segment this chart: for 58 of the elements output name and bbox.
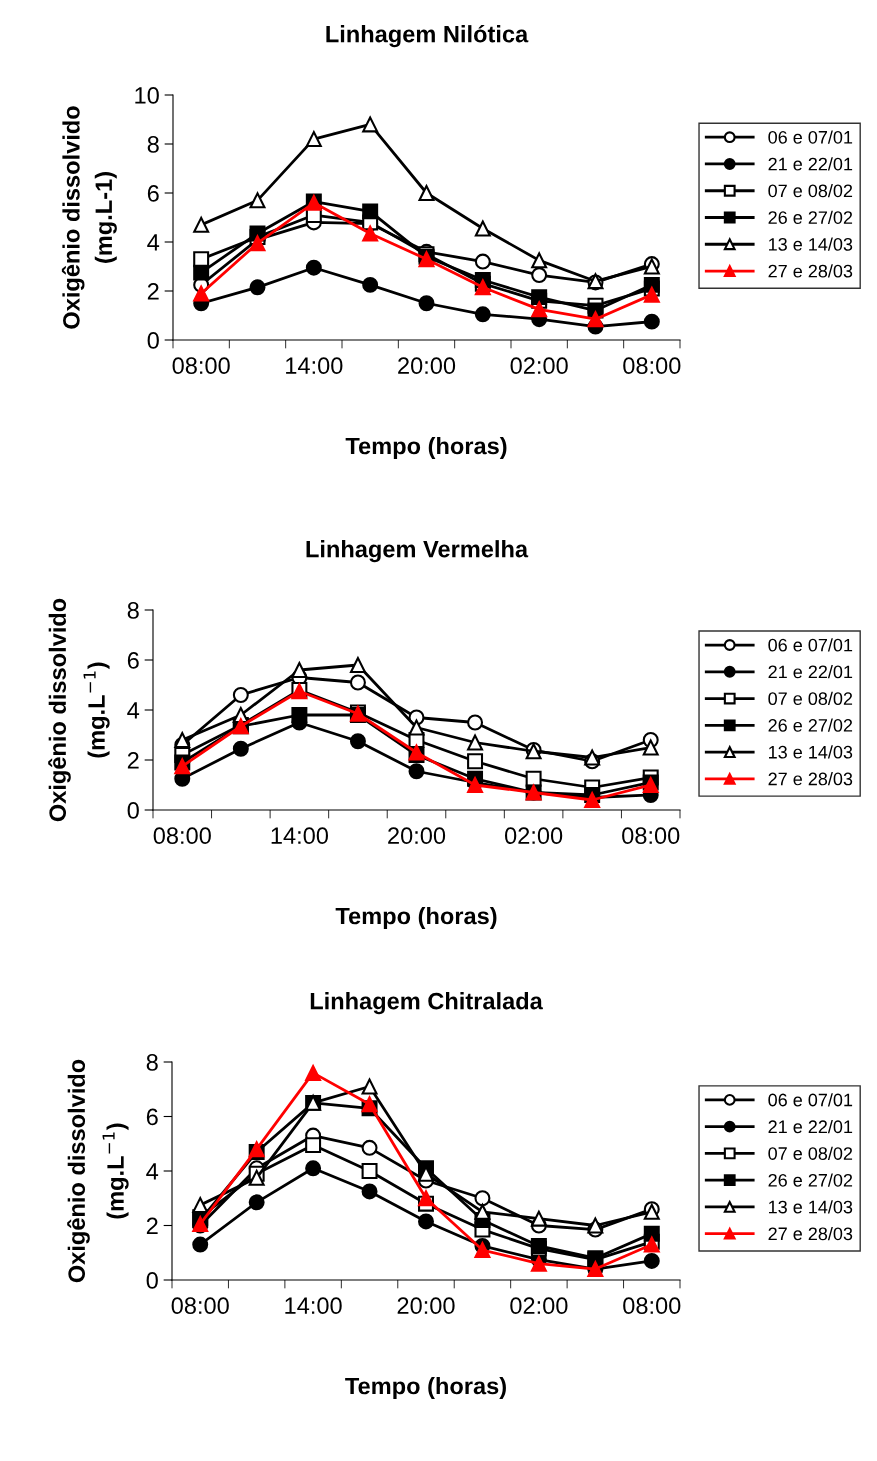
y-tick-label: 6 [127,652,139,669]
x-axis-title: Tempo (horas) [345,437,507,460]
y-tick-label: 2 [127,752,139,769]
y-tick-label: 8 [127,602,139,619]
y-tick-label: 6 [146,1108,158,1126]
y-tick-label: 0 [146,1272,158,1289]
x-tick-label: 20:00 [388,827,446,845]
legend-label: 13 e 14/03 [769,745,853,759]
legend-label: 26 e 27/02 [768,718,853,732]
chart-title: Linhagem Chitralada [310,992,543,1015]
x-tick-label: 08:00 [153,827,211,845]
chart-title: Linhagem Vermelha [306,540,529,563]
x-tick-label: 14:00 [271,827,329,845]
y-tick-label: 10 [135,87,159,104]
y-tick-label: 0 [147,332,159,349]
y-tick-label: 2 [146,1217,158,1235]
x-tick-label: 14:00 [285,1297,342,1315]
x-tick-label: 20:00 [398,357,456,375]
y-tick-label: 6 [147,185,159,202]
y-axis-title: Oxigênio dissolvido (mg.L$^{−1}$) [67,1059,129,1283]
x-tick-label: 08:00 [623,1297,681,1315]
legend-label: 27 e 28/03 [768,264,853,278]
legend-label: 06 e 07/01 [768,638,853,652]
x-tick-label: 08:00 [622,827,680,845]
x-tick-label: 08:00 [171,1297,229,1315]
legend-label: 06 e 07/01 [768,130,853,144]
y-tick-label: 2 [147,283,159,300]
legend-label: 26 e 27/02 [768,210,853,224]
legend-label: 27 e 28/03 [768,1226,853,1241]
x-axis-title: Tempo (horas) [345,1377,506,1400]
y-tick-label: 8 [146,1054,158,1071]
x-tick-label: 08:00 [172,357,230,375]
legend-label: 21 e 22/01 [768,665,853,679]
chart-title: Linhagem Nilótica [326,24,529,48]
y-tick-label: 8 [147,136,159,153]
legend-label: 26 e 27/02 [768,1173,853,1187]
legend-label: 07 e 08/02 [768,691,853,706]
x-tick-label: 02:00 [504,827,563,845]
legend-label: 21 e 22/01 [768,157,853,171]
legend-label: 07 e 08/02 [768,183,853,198]
x-tick-label: 02:00 [510,357,568,375]
y-tick-label: 4 [127,702,140,719]
y-tick-label: 0 [127,802,139,819]
x-tick-label: 08:00 [623,357,681,375]
legend-label: 13 e 14/03 [769,237,853,251]
legend-label: 21 e 22/01 [768,1119,853,1134]
y-tick-label: 4 [147,234,160,251]
legend-label: 07 e 08/02 [768,1146,853,1160]
y-axis-title: Oxigênio dissolvido (mg.L$^{−1}$) [48,598,110,822]
legend-label: 06 e 07/01 [768,1093,853,1107]
x-axis-title: Tempo (horas) [335,907,497,930]
x-tick-label: 02:00 [510,1297,568,1315]
x-tick-label: 20:00 [397,1297,455,1315]
legend-label: 13 e 14/03 [769,1200,853,1214]
legend-label: 27 e 28/03 [768,772,853,786]
y-tick-label: 4 [146,1163,159,1180]
y-axis-title: Oxigênio dissolvido (mg.L-1) [61,106,117,329]
x-tick-label: 14:00 [286,357,343,375]
